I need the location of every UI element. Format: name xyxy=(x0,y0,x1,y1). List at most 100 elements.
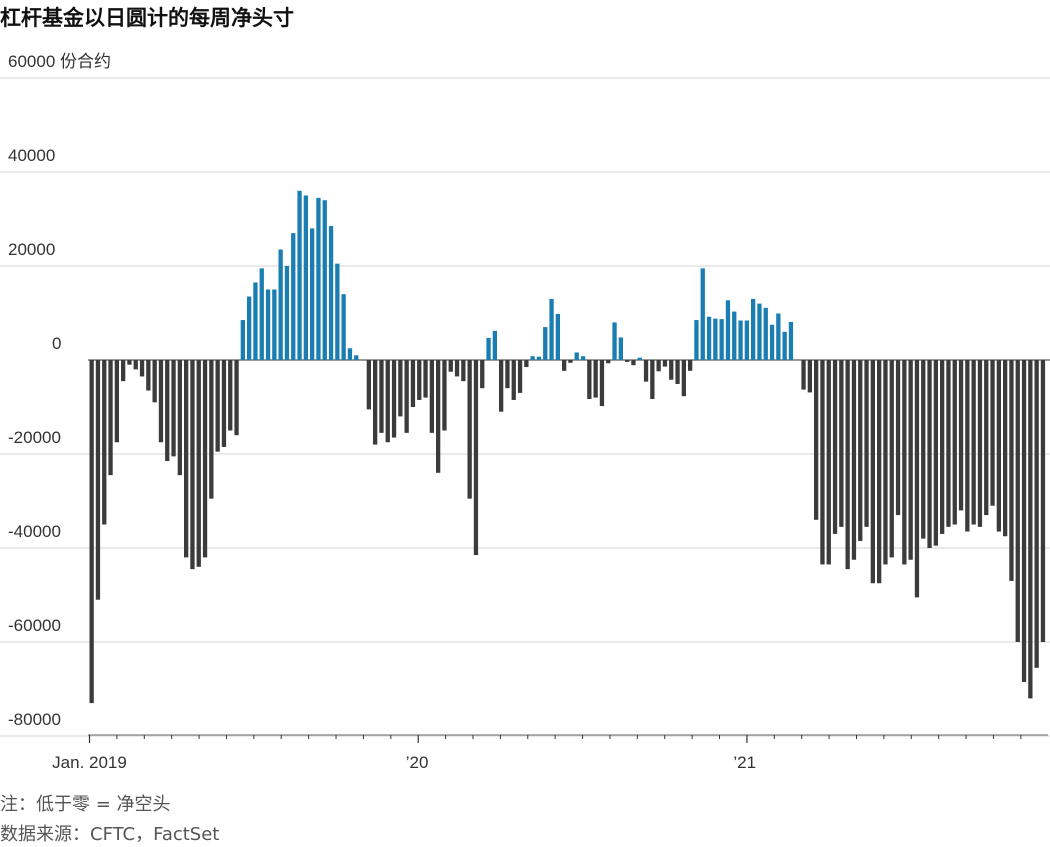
bar xyxy=(832,360,838,534)
bar xyxy=(587,360,592,400)
bar xyxy=(958,360,964,511)
bar xyxy=(984,360,989,516)
x-axis: Jan. 2019 ’20 ’21 xyxy=(52,734,1048,772)
bar xyxy=(146,360,151,391)
bar xyxy=(776,313,781,360)
bar xyxy=(341,294,346,360)
bar xyxy=(517,360,523,393)
bar xyxy=(543,327,548,360)
bar xyxy=(121,360,126,382)
bar xyxy=(127,360,132,365)
bar-chart: -80000 -60000 -40000 -20000 0 20000 40000 60000… xyxy=(0,52,1050,772)
bar xyxy=(921,360,926,539)
bar xyxy=(417,360,422,400)
bar xyxy=(769,324,775,360)
bar xyxy=(511,360,516,400)
y-tick-label: 40000 xyxy=(8,146,55,165)
bar xyxy=(782,331,787,360)
bar xyxy=(568,360,573,363)
bar xyxy=(184,360,189,558)
bar xyxy=(202,360,208,558)
bar xyxy=(700,268,705,360)
chart-title: 杠杆基金以日圆计的每周净头寸 xyxy=(0,6,294,30)
bar xyxy=(612,322,617,360)
bar xyxy=(221,360,227,447)
bar xyxy=(681,360,686,397)
bar xyxy=(297,190,302,360)
bar xyxy=(278,249,283,360)
bar xyxy=(732,311,737,360)
bar xyxy=(946,360,951,527)
bar xyxy=(310,228,315,360)
bar xyxy=(738,320,743,360)
bar xyxy=(599,360,605,407)
bar xyxy=(637,357,642,360)
bar xyxy=(643,360,649,382)
bar xyxy=(165,360,170,462)
bar xyxy=(713,318,718,360)
bar xyxy=(662,360,668,367)
bar xyxy=(505,360,510,389)
bar xyxy=(574,352,579,360)
bar xyxy=(719,319,724,360)
bar xyxy=(492,330,497,360)
bar xyxy=(763,307,768,360)
y-axis-labels: -80000 -60000 -40000 -20000 0 20000 40000 60000… xyxy=(8,52,111,729)
bar xyxy=(391,360,397,438)
bar xyxy=(385,360,390,443)
bar xyxy=(108,360,113,476)
bar xyxy=(952,360,957,525)
bars xyxy=(89,190,1046,704)
bar xyxy=(291,233,296,360)
bar xyxy=(965,360,970,532)
bar xyxy=(429,360,434,433)
bar xyxy=(706,316,712,360)
bar xyxy=(694,320,699,360)
bar xyxy=(379,360,384,433)
x-tick-label: ’20 xyxy=(406,753,429,772)
bar xyxy=(253,282,258,360)
x-tick-label: Jan. 2019 xyxy=(52,753,127,772)
y-tick-label: 60000 份合约 xyxy=(8,52,111,71)
bar xyxy=(259,268,264,360)
bar xyxy=(908,360,913,560)
bar xyxy=(247,296,252,360)
bar xyxy=(209,360,214,499)
bar xyxy=(669,360,674,380)
bar xyxy=(398,360,403,417)
bar xyxy=(215,360,220,452)
bar xyxy=(656,360,661,372)
bar xyxy=(744,320,749,360)
bar xyxy=(410,360,416,407)
bar xyxy=(814,360,819,520)
bar xyxy=(940,360,945,534)
bar xyxy=(171,360,176,457)
bar xyxy=(1034,360,1039,668)
bar xyxy=(864,360,869,527)
bar xyxy=(927,360,932,548)
bar xyxy=(328,226,334,360)
bar xyxy=(461,360,466,382)
bar xyxy=(442,360,447,431)
bar xyxy=(851,360,857,560)
bar xyxy=(725,300,731,360)
bar xyxy=(675,360,680,384)
bar xyxy=(536,356,542,360)
bar xyxy=(524,360,529,368)
bar xyxy=(788,321,794,360)
footnote: 注：低于零 = 净空头 xyxy=(0,794,171,815)
bar xyxy=(606,360,611,364)
bar xyxy=(1028,360,1033,699)
bar xyxy=(152,360,157,403)
bar xyxy=(549,298,554,360)
bar xyxy=(914,360,920,598)
bar xyxy=(373,360,378,445)
bar xyxy=(284,266,290,360)
bar xyxy=(631,360,636,366)
bar xyxy=(839,360,844,527)
bar xyxy=(977,360,983,527)
bar xyxy=(895,360,901,516)
source-note: 数据来源：CFTC，FactSet xyxy=(0,824,220,845)
bar xyxy=(158,360,164,443)
bar xyxy=(480,360,485,389)
